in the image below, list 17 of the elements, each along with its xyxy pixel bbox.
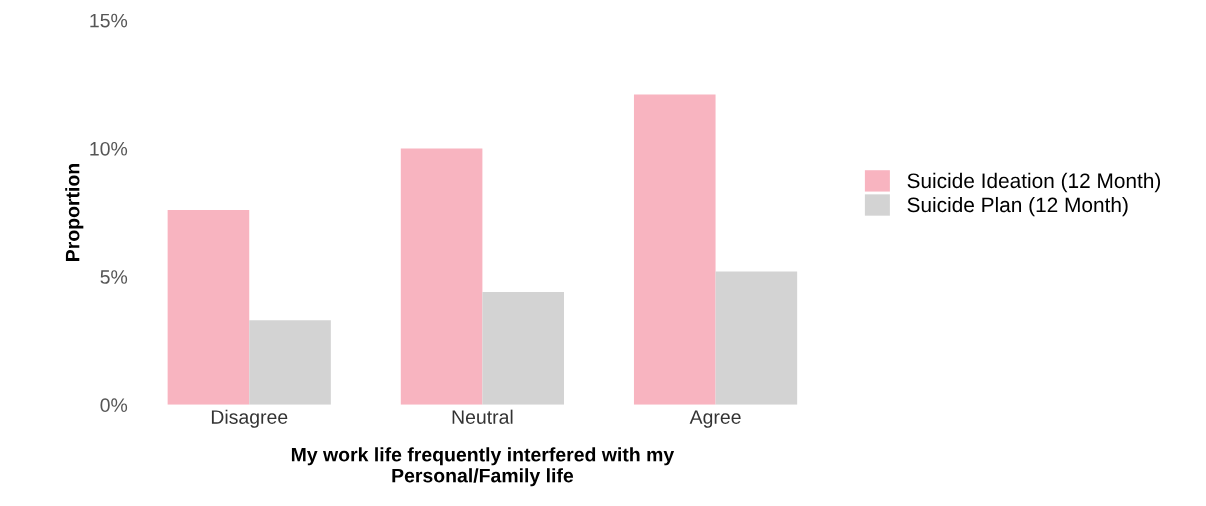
bar: [167, 209, 250, 405]
y-tick-label: 10%: [90, 141, 128, 156]
x-axis-title: My work life frequently interfered with my Personal/Family life: [291, 447, 675, 487]
y-tick-label: 5%: [100, 270, 128, 284]
bar: [715, 271, 798, 405]
x-tick-label: Agree: [689, 410, 741, 428]
y-axis-title: Proportion: [65, 164, 84, 261]
y-tick-label: 0%: [100, 398, 128, 413]
legend-label: Suicide Plan (12 Month): [907, 196, 1128, 217]
legend-label: Suicide Ideation (12 Month): [907, 172, 1161, 193]
bar: [249, 320, 331, 405]
bar: [633, 94, 716, 405]
y-tick-label: 15%: [90, 13, 128, 28]
bar: [400, 148, 483, 405]
x-tick-label: Neutral: [452, 409, 513, 424]
bar: [482, 292, 565, 405]
x-tick-label: Disagree: [211, 409, 288, 428]
